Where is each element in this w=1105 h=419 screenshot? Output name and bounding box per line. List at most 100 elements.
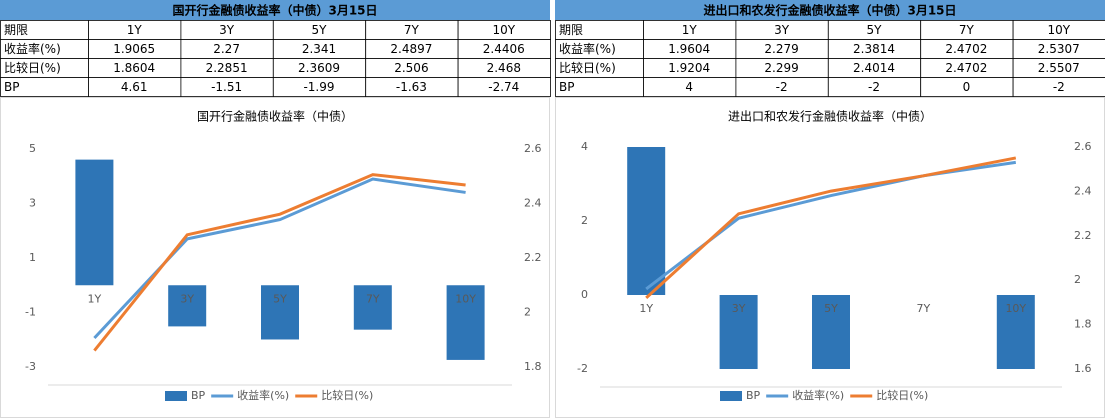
table-cell: [457, 77, 551, 97]
line: [645, 156, 1017, 299]
y2-tick-label: 2.2: [524, 251, 542, 264]
table-title: 国开行金融债收益率（中债）3月15日: [172, 3, 377, 18]
y2-tick-label: 1.8: [524, 360, 542, 373]
y2-tick-label: 2.4: [1074, 184, 1092, 197]
table-value: -2.74: [488, 80, 519, 94]
table-value: 0: [963, 80, 971, 94]
table-value: 2.4014: [853, 61, 895, 75]
table-header: 3Y: [774, 23, 790, 37]
x-tick-label: 7Y: [917, 302, 931, 315]
table-value: 1.9604: [668, 42, 710, 56]
legend-label: 比较日(%): [876, 388, 928, 402]
table-value: 4: [685, 80, 693, 94]
legend-label: 比较日(%): [321, 388, 373, 402]
table-value: 2.4406: [483, 42, 525, 56]
table-value: 比较日(%): [559, 60, 616, 75]
bar: [353, 285, 392, 330]
table-value: -1.51: [211, 80, 242, 94]
bar: [446, 285, 485, 360]
x-tick-label: 7Y: [366, 292, 380, 305]
table-value: 2.3609: [298, 61, 340, 75]
table-value: BP: [4, 80, 19, 94]
bar: [261, 285, 299, 340]
x-tick-label: 5Y: [824, 302, 838, 315]
table-value: 2.299: [764, 61, 798, 75]
y-tick-label: 1: [29, 251, 36, 264]
y-tick-label: -1: [25, 306, 36, 319]
y2-tick-label: 2.2: [1074, 229, 1092, 242]
y2-tick-label: 2.4: [524, 197, 542, 210]
table-header: 3Y: [219, 23, 235, 37]
table-value: -1.99: [303, 80, 334, 94]
table-header: 5Y: [867, 23, 883, 37]
y2-tick-label: 2.6: [524, 142, 542, 155]
y-tick-label: 0: [581, 288, 588, 301]
bar: [75, 159, 114, 286]
table-value: 2.506: [394, 61, 428, 75]
bar: [812, 295, 850, 369]
table-value: 2.468: [487, 61, 521, 75]
table-header: 1Y: [682, 23, 698, 37]
table-value: 收益率(%): [559, 41, 616, 56]
table-value: 1.9065: [113, 42, 155, 56]
y2-tick-label: 2.6: [1074, 140, 1092, 153]
y-tick-label: -2: [577, 362, 588, 375]
table-value: BP: [559, 80, 574, 94]
table-value: 2.5507: [1038, 61, 1080, 75]
legend-label: BP: [191, 389, 206, 402]
table-cell: [1012, 77, 1105, 97]
y-tick-label: 4: [581, 140, 588, 153]
x-tick-label: 3Y: [180, 292, 194, 305]
legend-label: 收益率(%): [792, 388, 844, 402]
legend-swatch: [165, 391, 187, 401]
table-value: 比较日(%): [4, 60, 61, 75]
table-title: 进出口和农发行金融债收益率（中债）3月15日: [703, 3, 956, 18]
table-header: 7Y: [404, 23, 420, 37]
chart-title: 进出口和农发行金融债收益率（中债）: [728, 109, 932, 124]
x-tick-label: 10Y: [455, 292, 476, 305]
table-value: -1.63: [396, 80, 427, 94]
table-header: 10Y: [1047, 23, 1070, 37]
table-value: 1.9204: [668, 61, 710, 75]
table-value: 2.3814: [853, 42, 895, 56]
table-value: 2.5307: [1038, 42, 1080, 56]
y-tick-label: -3: [25, 360, 36, 373]
y-tick-label: 3: [29, 197, 36, 210]
legend-label: BP: [746, 389, 761, 402]
table-title-bar: [0, 0, 550, 20]
table-header: 期限: [4, 23, 28, 37]
table-value: -2: [1053, 80, 1065, 94]
table-header: 7Y: [959, 23, 975, 37]
y2-tick-label: 1.6: [1074, 362, 1092, 375]
bar: [627, 147, 666, 295]
y2-tick-label: 1.8: [1074, 318, 1092, 331]
y-tick-label: 5: [29, 142, 36, 155]
x-tick-label: 1Y: [639, 302, 653, 315]
bar: [719, 295, 758, 369]
table-value: 2.4702: [945, 61, 987, 75]
table-value: 2.2851: [206, 61, 248, 75]
legend-label: 收益率(%): [237, 388, 289, 402]
table-header: 10Y: [492, 23, 515, 37]
table-title-bar: [555, 0, 1105, 20]
y2-tick-label: 2: [524, 306, 531, 319]
table-value: 2.279: [764, 42, 798, 56]
line: [93, 173, 466, 352]
legend-swatch: [720, 391, 742, 401]
table-value: 4.61: [121, 80, 148, 94]
table-value: 收益率(%): [4, 41, 61, 56]
table-value: -2: [868, 80, 880, 94]
x-tick-label: 3Y: [732, 302, 746, 315]
table-header: 期限: [559, 23, 583, 37]
x-tick-label: 5Y: [273, 292, 287, 305]
table-header: 5Y: [312, 23, 328, 37]
x-tick-label: 1Y: [88, 292, 102, 305]
table-header: 1Y: [127, 23, 143, 37]
bar: [996, 295, 1035, 369]
y-tick-label: 2: [581, 214, 588, 227]
table-value: 2.4897: [390, 42, 432, 56]
table-value: 2.341: [302, 42, 336, 56]
table-value: 2.27: [213, 42, 240, 56]
table-value: 2.4702: [945, 42, 987, 56]
